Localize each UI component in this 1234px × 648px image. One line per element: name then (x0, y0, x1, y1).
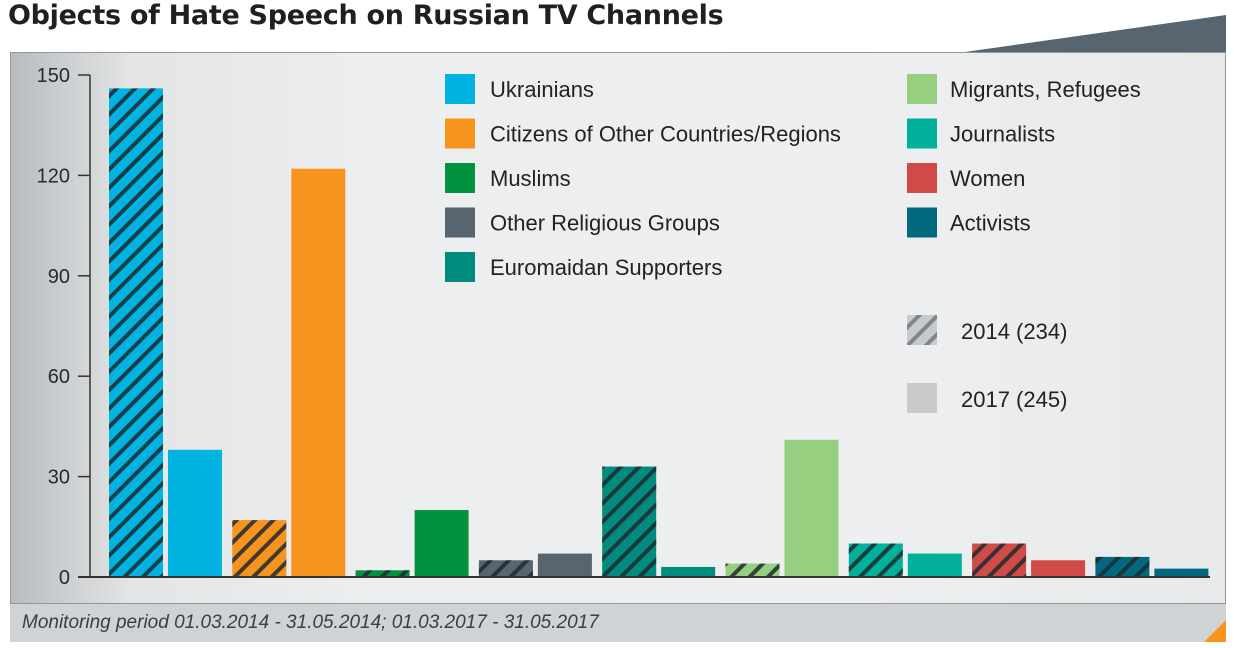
legend-label-journalists: Journalists (950, 122, 1055, 147)
bar-ukrainians-2014-234 (109, 88, 163, 578)
bar-ukrainians-2017-245 (168, 449, 222, 577)
legend-label-2017-245: 2017 (245) (961, 387, 1067, 412)
bar-euromaidan-supporters-2017-245 (661, 566, 716, 577)
legend-swatch-2017-245 (907, 383, 937, 413)
bar-journalists-2014-234 (848, 543, 903, 577)
bar-activists-2017-245-fill (1154, 568, 1209, 577)
bar-journalists-2014-234-hatch (848, 543, 903, 577)
legend-swatch-other-religious-groups (445, 207, 475, 238)
bar-other-religious-groups-2017-245-fill (537, 553, 592, 577)
bar-journalists-2017-245-fill (907, 553, 962, 577)
bar-women-2014-234 (972, 543, 1027, 577)
legend-swatch-muslims (445, 163, 475, 193)
bar-muslims-2014-234 (355, 570, 410, 577)
header-wedge (965, 15, 1226, 52)
bar-journalists-2017-245 (907, 553, 962, 577)
legend-label-ukrainians: Ukrainians (490, 77, 594, 102)
legend-swatch-ukrainians (445, 74, 475, 104)
bar-women-2017-245-fill (1031, 560, 1086, 577)
bar-other-religious-groups-2014-234-hatch (478, 560, 533, 577)
bar-activists-2017-245 (1154, 568, 1209, 577)
monitoring-period-note: Monitoring period 01.03.2014 - 31.05.201… (22, 612, 599, 633)
bar-migrants-refugees-2017-245 (784, 439, 839, 577)
legend-label-2014-234: 2014 (234) (961, 319, 1067, 344)
bar-other-religious-groups-2017-245 (537, 553, 592, 577)
legend-swatch-citizens-of-other-countries-regions (445, 118, 475, 149)
legend-label-other-religious-groups: Other Religious Groups (490, 211, 720, 236)
bar-citizens-of-other-countries-regions-2014-234-hatch (232, 520, 287, 577)
footer-corner-accent (1204, 620, 1226, 642)
bar-ukrainians-2014-234-hatch (109, 88, 163, 578)
bar-euromaidan-supporters-2014-234 (602, 466, 657, 577)
bar-muslims-2017-245-fill (414, 510, 469, 577)
footer-bar: Monitoring period 01.03.2014 - 31.05.201… (10, 604, 1226, 642)
y-tick-label: 0 (59, 567, 70, 589)
legend-swatch-activists (907, 207, 937, 238)
bar-ukrainians-2017-245-fill (168, 449, 222, 577)
y-tick-label: 90 (48, 266, 70, 288)
bar-women-2014-234-hatch (972, 543, 1027, 577)
legend-label-citizens-of-other-countries-regions: Citizens of Other Countries/Regions (490, 122, 841, 147)
legend-swatch-2014-234 (907, 315, 937, 345)
bar-euromaidan-supporters-2017-245-fill (661, 566, 716, 577)
legend-swatch-journalists (907, 118, 937, 149)
legend-swatch-women (907, 163, 937, 193)
bar-muslims-2014-234-hatch (355, 570, 410, 577)
chart-title: Objects of Hate Speech on Russian TV Cha… (8, 0, 724, 31)
bar-activists-2014-234 (1095, 556, 1150, 577)
legend-label-activists: Activists (950, 211, 1031, 236)
bar-citizens-of-other-countries-regions-2017-245-fill (291, 168, 346, 577)
y-tick-label: 150 (37, 65, 70, 87)
y-tick-label: 120 (37, 165, 70, 187)
bar-migrants-refugees-2014-234 (725, 563, 780, 577)
bar-muslims-2017-245 (414, 510, 469, 577)
y-tick-label: 60 (48, 366, 70, 388)
bar-citizens-of-other-countries-regions-2014-234 (232, 520, 287, 577)
bar-women-2017-245 (1031, 560, 1086, 577)
bar-migrants-refugees-2014-234-hatch (725, 563, 780, 577)
bar-other-religious-groups-2014-234 (478, 560, 533, 577)
legend-label-women: Women (950, 166, 1025, 191)
legend-label-migrants-refugees: Migrants, Refugees (950, 77, 1141, 102)
legend-swatch-migrants-refugees (907, 74, 937, 104)
bar-activists-2014-234-hatch (1095, 556, 1150, 577)
bar-citizens-of-other-countries-regions-2017-245 (291, 168, 346, 577)
y-tick-label: 30 (48, 467, 70, 489)
legend-label-euromaidan-supporters: Euromaidan Supporters (490, 255, 722, 280)
bar-euromaidan-supporters-2014-234-hatch (602, 466, 657, 577)
bar-migrants-refugees-2017-245-fill (784, 439, 839, 577)
legend-swatch-euromaidan-supporters (445, 252, 475, 282)
legend-label-muslims: Muslims (490, 166, 571, 191)
